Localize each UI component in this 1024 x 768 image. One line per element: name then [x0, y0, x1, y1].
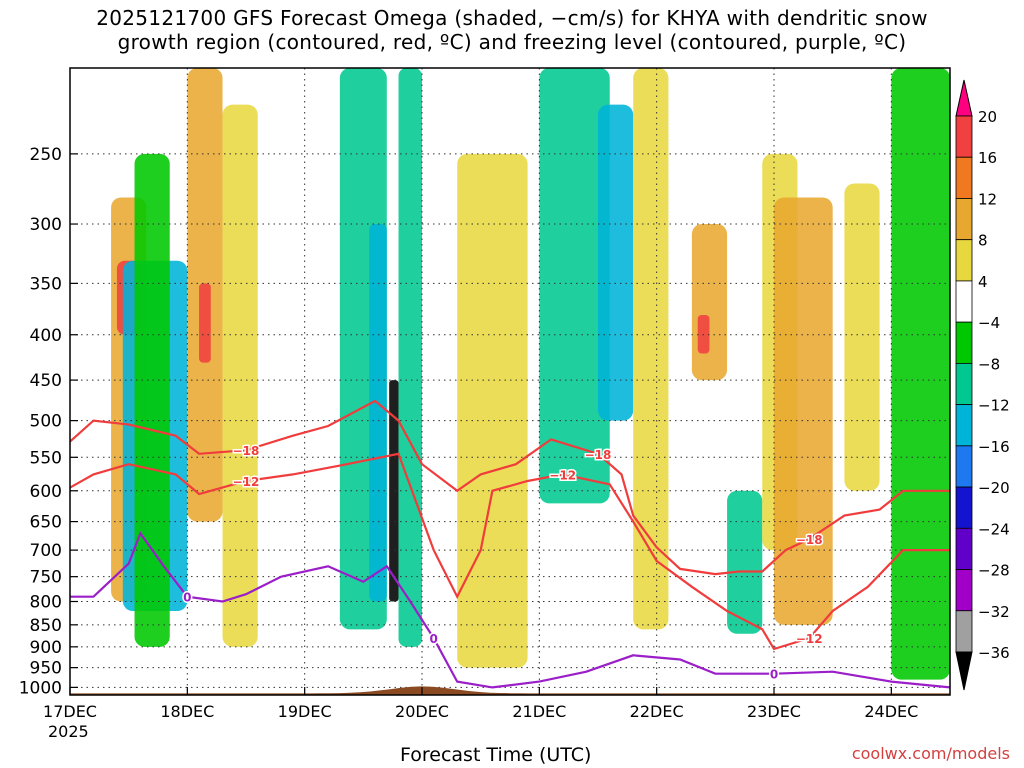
colorbar-label-9: −20	[978, 479, 1010, 497]
colorbar-segment-0	[955, 115, 973, 158]
colorbar-segment-6	[955, 362, 973, 406]
grid-lines	[70, 68, 950, 695]
terrain-surface	[70, 686, 950, 695]
dgz-minus12-label-2: −12	[796, 632, 823, 646]
omega-region-6	[222, 104, 258, 647]
colorbar-label-1: 16	[978, 149, 997, 167]
omega-region-9	[389, 380, 399, 602]
dgz-minus18-label-0: −18	[233, 444, 260, 458]
title-line-2: growth region (contoured, red, ºC) and f…	[117, 30, 907, 54]
colorbar-label-12: −32	[978, 603, 1010, 621]
x-tick-label-21DEC: 21DEC	[512, 702, 566, 721]
colorbar-segment-7	[955, 404, 973, 447]
dgz-minus12-label-0: −12	[233, 475, 260, 489]
x-tick-label-20DEC: 20DEC	[395, 702, 449, 721]
colorbar-segment-5	[955, 321, 973, 364]
dgz-minus18-line	[70, 399, 950, 576]
colorbar-segment-8	[955, 445, 973, 488]
colorbar-segment-11	[955, 569, 973, 612]
y-tick-label-600: 600	[30, 482, 62, 502]
freezing-level-0-line	[70, 530, 950, 689]
omega-region-13	[598, 104, 634, 421]
dgz-minus12-label-1: −12	[549, 468, 576, 482]
colorbar-label-5: −4	[978, 314, 1000, 332]
colorbar: 20 16 12 8 4 −4 −8 −12 −16 −20 −24 −28 −32 −36	[955, 79, 1010, 691]
omega-region-20	[844, 183, 880, 491]
colorbar-label-13: −36	[978, 644, 1010, 662]
chart-title: 2025121700 GFS Forecast Omega (shaded, −…	[0, 6, 1024, 54]
title-line-1: 2025121700 GFS Forecast Omega (shaded, −…	[96, 6, 928, 30]
x-tick-label-23DEC: 23DEC	[747, 702, 801, 721]
omega-region-3	[134, 153, 170, 647]
x-tick-label-17DEC: 17DEC	[43, 702, 97, 721]
colorbar-segment-9	[955, 486, 973, 529]
y-tick-label-400: 400	[30, 326, 62, 346]
freezing-level-0-label-0: 0	[183, 591, 191, 605]
colorbar-segment-3	[955, 239, 973, 282]
x-tick-label-24DEC: 24DEC	[864, 702, 918, 721]
colorbar-top-arrow	[955, 79, 973, 117]
x-tick-label-22DEC: 22DEC	[630, 702, 684, 721]
freezing-level-0-label-2: 0	[770, 668, 778, 682]
colorbar-bottom-arrow	[955, 651, 973, 691]
x-axis-label: Forecast Time (UTC)	[400, 744, 592, 766]
x-tick-label-18DEC: 18DEC	[160, 702, 214, 721]
y-tick-label-550: 550	[30, 448, 62, 468]
dgz-minus12-line	[70, 452, 950, 651]
colorbar-label-2: 12	[978, 190, 997, 208]
plot-frame	[69, 67, 951, 696]
omega-shading	[111, 68, 950, 680]
y-axis: 2503003504004505005506006507007508008509…	[19, 145, 78, 698]
omega-region-15	[691, 224, 728, 381]
omega-region-8	[369, 224, 387, 602]
omega-region-14	[633, 68, 669, 630]
x-tick-label-19DEC: 19DEC	[278, 702, 332, 721]
colorbar-label-10: −24	[978, 520, 1010, 538]
dgz-minus18-label-1: −18	[585, 448, 612, 462]
omega-region-17	[727, 490, 763, 634]
colorbar-label-11: −28	[978, 562, 1010, 580]
freezing-level-0-label-1: 0	[430, 632, 438, 646]
y-tick-label-500: 500	[30, 412, 62, 432]
omega-region-21	[891, 68, 950, 680]
y-tick-label-350: 350	[30, 274, 62, 294]
y-tick-label-300: 300	[30, 215, 62, 235]
colorbar-segment-10	[955, 527, 973, 570]
x-year-label: 2025	[48, 722, 89, 741]
y-tick-label-1000: 1000	[19, 678, 62, 698]
dgz-minus18-label-2: −18	[796, 533, 823, 547]
colorbar-label-6: −8	[978, 355, 1000, 373]
contour-lines: −18 −18 −18 −12 −12 −12 0 0 0	[70, 399, 950, 689]
y-tick-label-900: 900	[30, 638, 62, 658]
colorbar-segment-4	[955, 280, 973, 323]
omega-region-12	[539, 68, 610, 504]
y-tick-label-950: 950	[30, 659, 62, 679]
omega-region-19	[774, 197, 833, 625]
credit-text: coolwx.com/models	[851, 744, 1010, 763]
y-tick-label-250: 250	[30, 145, 62, 165]
colorbar-label-3: 8	[978, 232, 988, 250]
y-tick-label-750: 750	[30, 568, 62, 588]
y-tick-label-450: 450	[30, 371, 62, 391]
colorbar-label-8: −16	[978, 438, 1010, 456]
y-tick-label-650: 650	[30, 513, 62, 533]
colorbar-label-4: 4	[978, 273, 988, 291]
x-axis: 17DEC 18DEC 19DEC 20DEC 21DEC 22DEC 23DEC 24DEC…	[43, 687, 918, 741]
y-tick-label-700: 700	[30, 541, 62, 561]
colorbar-label-0: 20	[978, 108, 997, 126]
colorbar-label-7: −12	[978, 397, 1010, 415]
colorbar-segment-1	[955, 156, 973, 199]
y-tick-label-850: 850	[30, 616, 62, 636]
y-tick-label-800: 800	[30, 593, 62, 613]
omega-region-10	[398, 68, 422, 647]
omega-region-5	[199, 283, 211, 363]
colorbar-segment-2	[955, 198, 973, 241]
colorbar-segment-12	[955, 610, 973, 653]
omega-region-11	[457, 153, 528, 668]
